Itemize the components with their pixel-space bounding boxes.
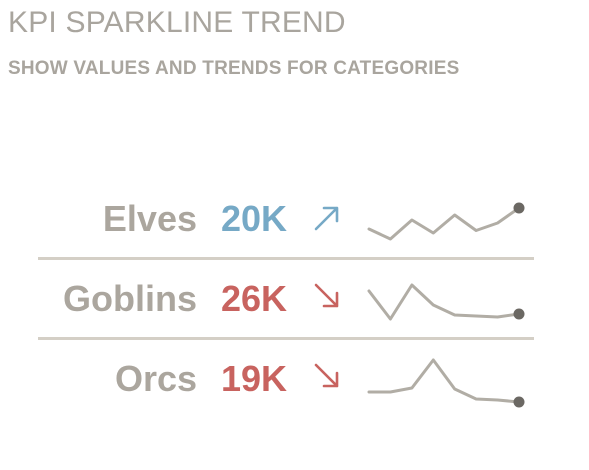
sparkline-path xyxy=(367,206,521,241)
sparkline-endpoint xyxy=(513,396,525,408)
kpi-row-orcs: Orcs 19K xyxy=(38,340,534,420)
kpi-category-label: Orcs xyxy=(114,358,197,399)
trend-down-arrow-icon xyxy=(314,283,339,308)
row-divider xyxy=(38,337,534,340)
sparkline xyxy=(367,283,525,321)
chart-subtitle: SHOW VALUES AND TRENDS FOR CATEGORIES xyxy=(8,58,460,79)
trend-down-arrow-icon xyxy=(314,363,339,388)
kpi-category-label: Elves xyxy=(102,198,197,239)
sparkline-endpoint xyxy=(513,202,525,214)
sparkline xyxy=(367,358,525,408)
kpi-value: 26K xyxy=(221,278,288,319)
arrow-down-right-glyph xyxy=(314,283,339,308)
kpi-row-goblins: Goblins 26K xyxy=(38,260,534,340)
arrow-up-right-glyph xyxy=(314,206,339,231)
arrow-down-right-glyph xyxy=(314,363,339,388)
kpi-table: Elves 20K Goblins 26K Orcs 19K xyxy=(38,180,534,420)
kpi-value: 20K xyxy=(221,198,288,239)
chart-title: KPI SPARKLINE TREND xyxy=(8,6,346,39)
trend-up-arrow-icon xyxy=(314,206,339,231)
row-divider xyxy=(38,257,534,260)
kpi-category-label: Goblins xyxy=(63,278,197,319)
sparkline-path xyxy=(367,283,521,321)
kpi-value: 19K xyxy=(221,358,288,399)
sparkline xyxy=(367,202,525,241)
sparkline-endpoint xyxy=(513,308,525,320)
kpi-row-elves: Elves 20K xyxy=(38,180,534,260)
sparkline-path xyxy=(367,358,521,404)
